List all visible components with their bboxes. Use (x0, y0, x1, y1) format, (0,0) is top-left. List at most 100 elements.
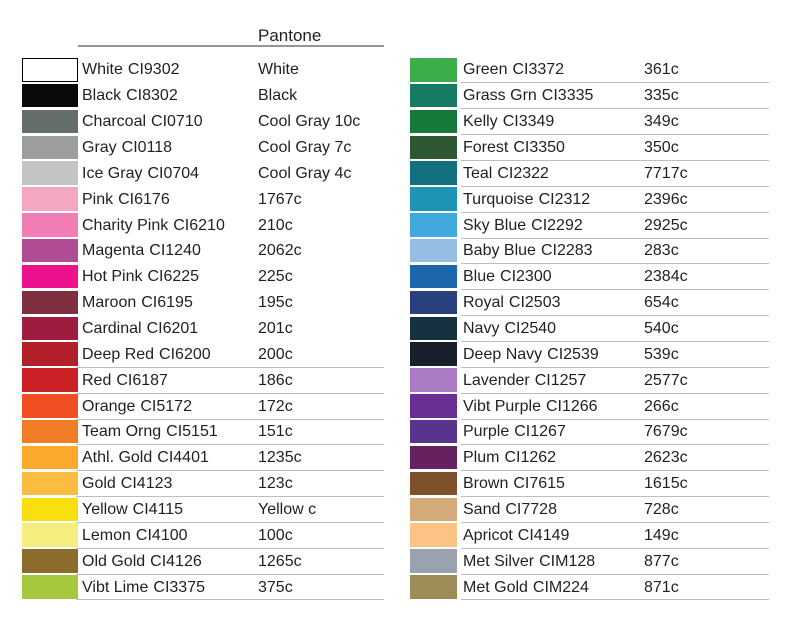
color-code: CI7728 (505, 500, 557, 518)
color-name: Apricot (463, 526, 513, 544)
color-row: Navy CI2540 540c (0, 316, 800, 342)
color-label: Navy CI2540 (463, 320, 556, 338)
pantone-value: 195c (258, 294, 293, 312)
color-row: Cardinal CI6201 201c (0, 316, 800, 342)
row-divider (76, 573, 384, 575)
color-code: CI2283 (540, 242, 593, 260)
color-name: Gray (82, 138, 117, 156)
color-name: Forest (463, 138, 509, 156)
color-row: Met Silver CIM128 877c (0, 549, 800, 575)
pantone-value: White (258, 61, 299, 79)
color-name: Hot Pink (82, 268, 143, 286)
color-row: Brown CI7615 1615c (0, 471, 800, 498)
color-row: Ice Gray CI0704 Cool Gray 4c (0, 161, 800, 187)
color-swatch (22, 109, 78, 134)
color-row: Pink CI6176 1767c (0, 187, 800, 213)
color-row: Gray CI0118 Cool Gray 7c (0, 135, 800, 161)
color-label: Pink CI6176 (82, 191, 170, 209)
color-swatch (410, 264, 457, 289)
color-name: Maroon (82, 294, 137, 312)
color-code: CI3349 (502, 113, 555, 131)
color-label: Orange CI5172 (82, 398, 192, 416)
color-name: Royal (463, 294, 504, 312)
color-label: Grass Grn CI3335 (463, 87, 593, 105)
color-label: Blue CI2300 (463, 268, 552, 286)
row-divider (76, 470, 384, 472)
color-name: Green (463, 61, 508, 79)
pantone-value: 728c (644, 500, 679, 518)
color-row: Sand CI7728 728c (0, 497, 800, 523)
color-code: CI2292 (531, 216, 583, 234)
color-row: Charity Pink CI6210 210c (0, 213, 800, 239)
row-divider (461, 211, 769, 213)
color-swatch (410, 187, 457, 211)
color-name: Vibt Lime (82, 578, 149, 596)
row-divider (461, 599, 769, 601)
color-name: Deep Red (82, 345, 155, 363)
color-label: Plum CI1262 (463, 449, 556, 467)
color-code: CI5172 (140, 397, 192, 415)
color-swatch (22, 575, 78, 599)
pantone-value: 210c (258, 216, 293, 234)
color-name: Met Gold (463, 578, 528, 596)
color-swatch (410, 497, 457, 522)
color-row: Orange CI5172 172c (0, 394, 800, 420)
color-label: Brown CI7615 (463, 475, 565, 493)
color-code: CI6225 (147, 268, 200, 286)
color-row: Vibt Lime CI3375 375c (0, 575, 800, 601)
color-swatch (22, 264, 78, 289)
pantone-value: 225c (258, 268, 293, 286)
color-swatch (410, 58, 457, 82)
color-label: Red CI6187 (82, 372, 168, 390)
color-label: Charity Pink CI6210 (82, 217, 225, 235)
color-label: Sky Blue CI2292 (463, 217, 583, 235)
color-swatch (22, 471, 78, 496)
row-divider (461, 366, 769, 368)
color-name: Purple (463, 423, 510, 441)
color-name: Team Orng (82, 423, 162, 441)
pantone-value: 2062c (258, 242, 302, 260)
color-swatch (410, 109, 457, 134)
color-code: CI2300 (500, 268, 552, 286)
color-label: Apricot CI4149 (463, 527, 569, 545)
color-label: Yellow CI4115 (82, 501, 183, 519)
color-row: Royal CI2503 654c (0, 290, 800, 317)
color-row: Red CI6187 186c (0, 368, 800, 394)
row-divider (461, 392, 769, 394)
color-code: CI3375 (153, 578, 205, 596)
color-label: Gold CI4123 (82, 475, 172, 493)
pantone-value: 1767c (258, 190, 302, 208)
color-code: CI4401 (157, 449, 209, 467)
pantone-value: 349c (644, 113, 679, 131)
color-swatch (410, 342, 457, 366)
color-name: Kelly (463, 113, 498, 131)
row-divider (461, 134, 769, 136)
color-row: Plum CI1262 2623c (0, 445, 800, 472)
color-row: Team Orng CI5151 151c (0, 419, 800, 446)
color-name: Lemon (82, 526, 131, 544)
color-row: Maroon CI6195 195c (0, 290, 800, 316)
pantone-value: 186c (258, 371, 293, 389)
row-divider (461, 470, 769, 472)
color-label: Black CI8302 (82, 87, 178, 105)
color-row: Hot Pink CI6225 225c (0, 264, 800, 290)
row-divider (76, 366, 384, 368)
row-divider (76, 392, 384, 394)
color-code: CI1267 (514, 423, 566, 441)
pantone-value: Cool Gray 10c (258, 113, 361, 131)
row-divider (461, 315, 769, 317)
row-divider (461, 263, 769, 265)
pantone-value: 361c (644, 61, 679, 79)
pantone-value: 1615c (644, 475, 688, 493)
color-name: Gold (82, 475, 116, 493)
color-swatch (22, 213, 78, 237)
color-label: Team Orng CI5151 (82, 423, 218, 441)
pantone-value: 877c (644, 552, 679, 570)
color-row: Turquoise CI2312 2396c (0, 187, 800, 213)
color-label: Athl. Gold CI4401 (82, 449, 209, 467)
color-code: CI4123 (120, 475, 173, 493)
color-code: CI8302 (126, 87, 178, 105)
color-code: CI6200 (159, 345, 211, 363)
pantone-value: 266c (644, 397, 679, 415)
